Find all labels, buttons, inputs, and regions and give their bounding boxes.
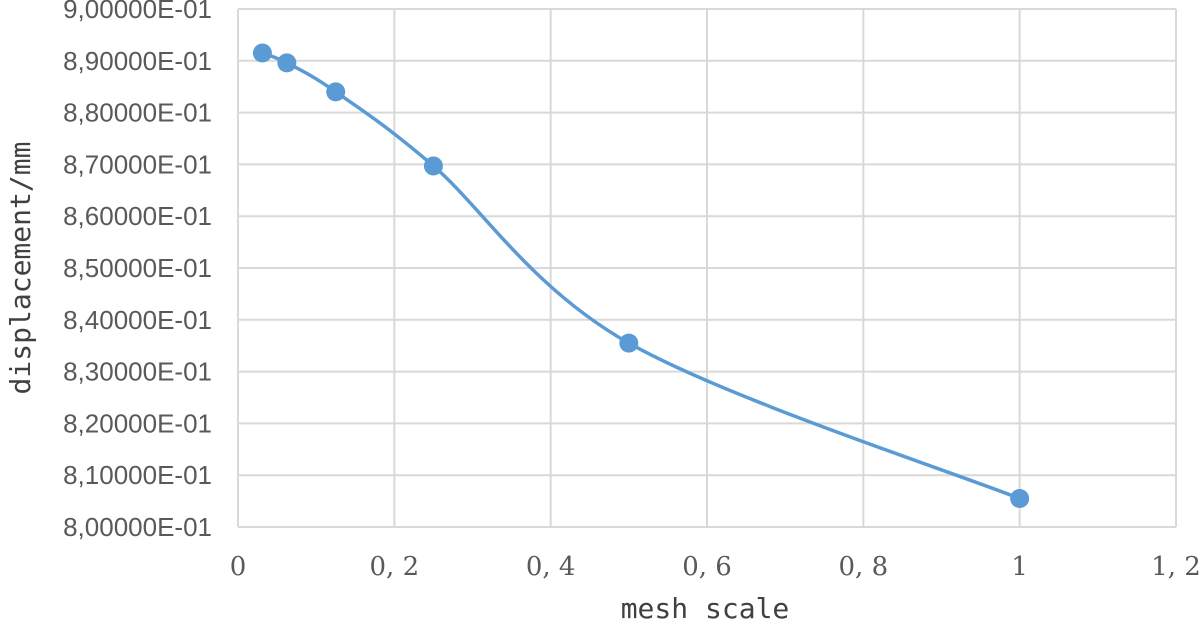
y-axis-title: displacement/mm — [4, 142, 37, 395]
y-tick-label: 8,80000E-01 — [63, 98, 212, 128]
y-tick-label: 8,10000E-01 — [63, 460, 212, 490]
x-tick-label: 1 — [1011, 552, 1028, 582]
series-line — [261, 51, 1021, 501]
y-tick-labels: 8,00000E-01 8,10000E-01 8,20000E-01 8,30000… — [63, 0, 212, 542]
data-point — [423, 156, 443, 176]
data-point — [1010, 489, 1030, 509]
x-gridlines — [237, 9, 1177, 527]
x-tick-label: 0, 4 — [526, 552, 576, 582]
data-point — [277, 53, 297, 73]
x-tick-label: 0, 2 — [370, 552, 420, 582]
series-markers — [252, 43, 1030, 509]
y-tick-label: 8,90000E-01 — [63, 46, 212, 76]
x-tick-label: 0, 6 — [682, 552, 732, 582]
y-tick-label: 8,00000E-01 — [63, 512, 212, 542]
y-tick-label: 8,50000E-01 — [63, 253, 212, 283]
y-tick-label: 9,00000E-01 — [63, 0, 212, 24]
x-tick-label: 0, 8 — [839, 552, 889, 582]
data-point — [619, 333, 639, 353]
x-tick-labels: 0 0, 2 0, 4 0, 6 0, 8 1 1, 2 — [230, 552, 1200, 582]
x-tick-label: 0 — [230, 552, 247, 582]
y-tick-label: 8,40000E-01 — [63, 305, 212, 335]
x-axis-title: mesh scale — [621, 592, 790, 625]
data-point — [252, 43, 272, 63]
y-tick-label: 8,70000E-01 — [63, 149, 212, 179]
y-tick-label: 8,20000E-01 — [63, 408, 212, 438]
y-tick-label: 8,60000E-01 — [63, 201, 212, 231]
x-tick-label: 1, 2 — [1151, 552, 1200, 582]
data-point — [326, 82, 346, 102]
y-tick-label: 8,30000E-01 — [63, 357, 212, 387]
